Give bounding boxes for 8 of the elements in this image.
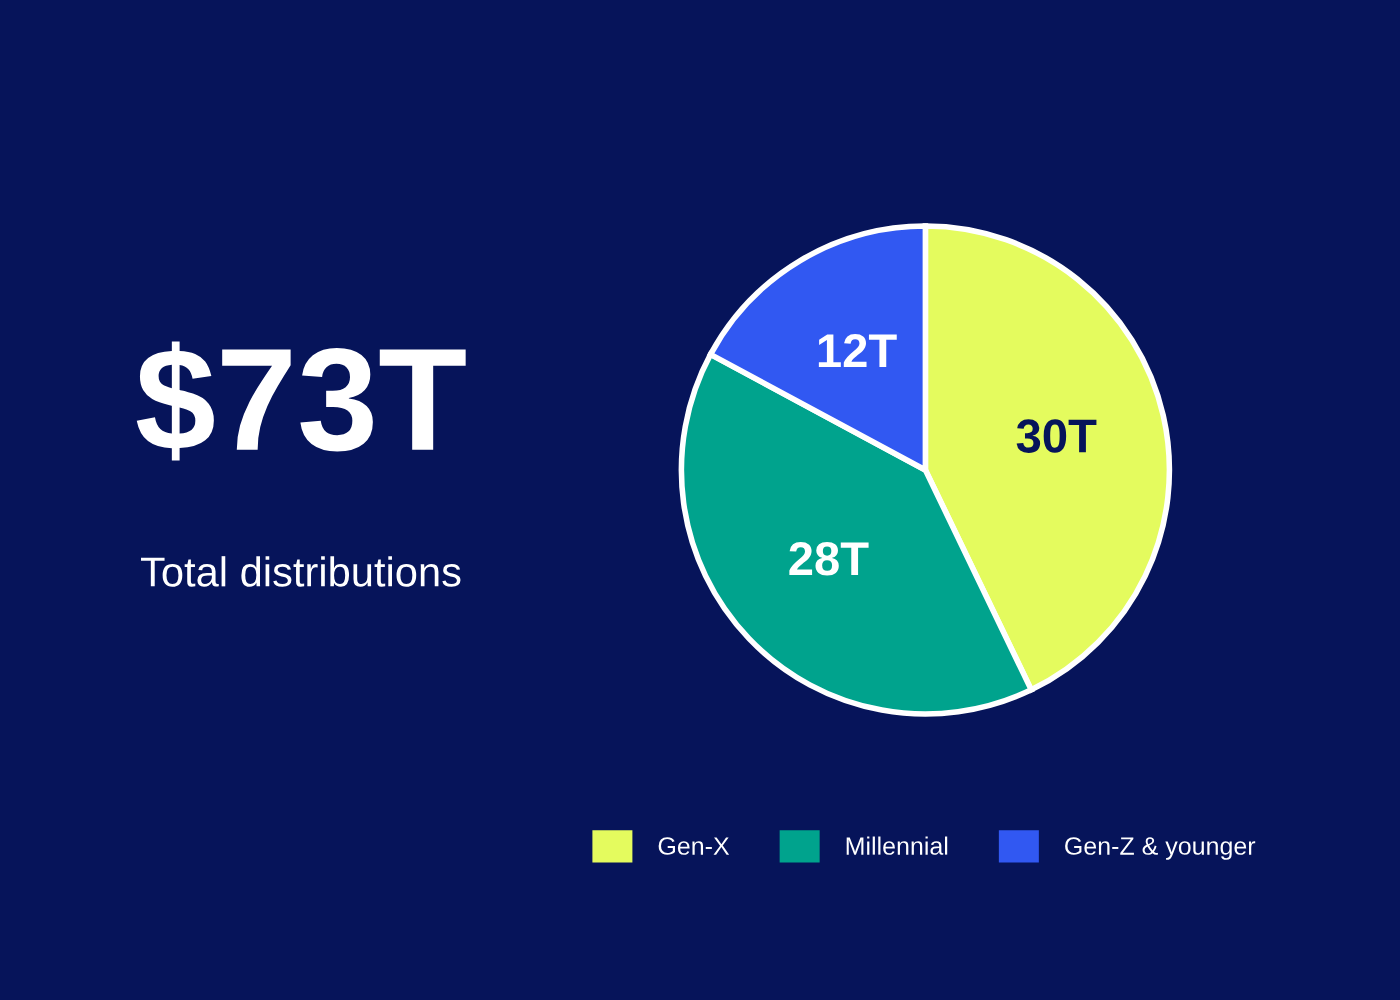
legend-label: Millennial	[846, 836, 948, 855]
text: Total distributions	[141, 556, 461, 587]
text: $73T	[136, 341, 466, 461]
data-label: 28T	[789, 541, 869, 576]
legend-label: Gen-Z & younger	[1065, 837, 1256, 860]
legend-label: Gen-X	[658, 837, 730, 855]
data-label: 12T	[818, 334, 897, 368]
data-label: 30T	[1016, 419, 1097, 453]
